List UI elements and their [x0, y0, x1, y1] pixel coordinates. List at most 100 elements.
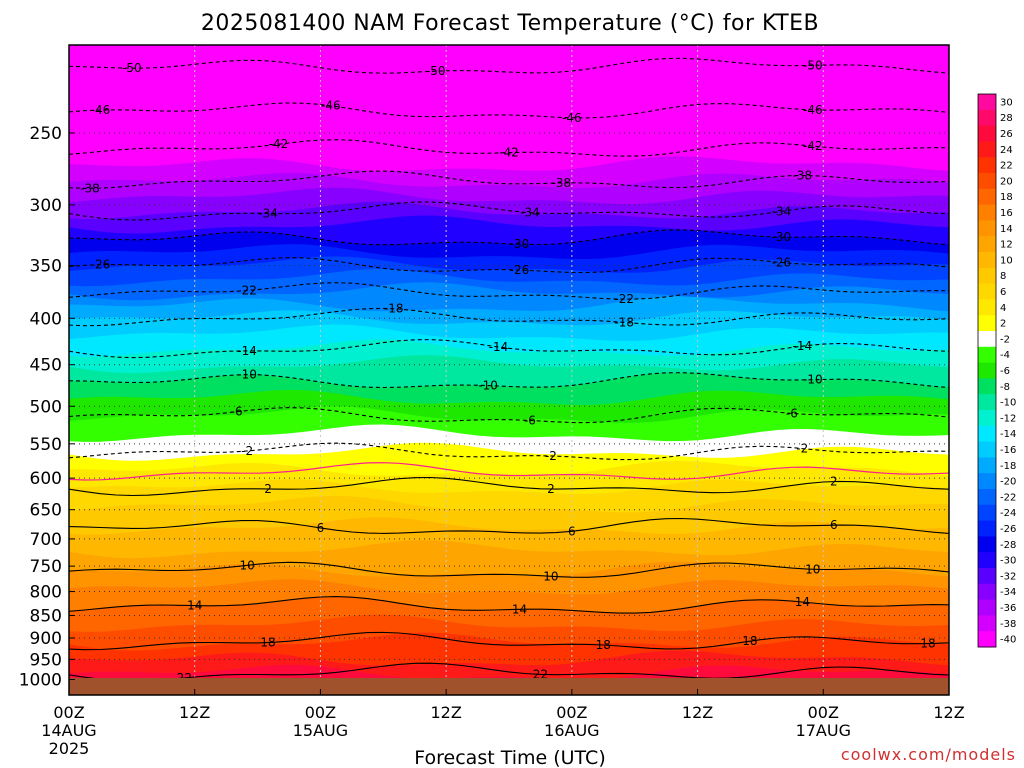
colorbar-label: -4	[1000, 350, 1010, 361]
contour-label: 2	[264, 482, 272, 496]
colorbar-label: 14	[1000, 224, 1013, 235]
colorbar-label: -16	[1000, 445, 1016, 456]
temperature-bands	[69, 45, 949, 695]
colorbar-label: -26	[1000, 524, 1016, 535]
contour-line	[69, 307, 949, 327]
year-tick-label: 2025	[49, 739, 90, 758]
colorbar-label: 30	[1000, 97, 1013, 108]
contour-line	[69, 229, 949, 246]
colorbar-swatch	[978, 188, 996, 206]
contour-label: 14	[187, 599, 202, 613]
contour-label: 18	[596, 638, 611, 652]
contour-label: 2	[547, 482, 555, 496]
date-tick-label: 16AUG	[544, 721, 599, 740]
contour-label: 14	[512, 602, 527, 616]
contour-label: -14	[793, 339, 813, 353]
contour-label: 10	[543, 569, 558, 583]
colorbar-label: -6	[1000, 366, 1010, 377]
contour-label: 6	[317, 521, 325, 535]
plot-frame	[68, 44, 950, 696]
time-tick-label: 00Z	[53, 703, 84, 722]
colorbar-label: -24	[1000, 508, 1016, 519]
chart-title: 2025081400 NAM Forecast Temperature (°C)…	[201, 11, 819, 36]
colorbar-swatch	[978, 331, 996, 348]
colorbar-swatch	[978, 378, 996, 395]
pressure-tick-label: 650	[30, 501, 62, 521]
contour-label: 22	[533, 667, 548, 681]
colorbar-swatch	[978, 615, 996, 632]
colorbar-swatch	[978, 157, 996, 174]
colorbar-swatch	[978, 346, 996, 364]
contour-line	[69, 442, 949, 461]
contour-line	[69, 407, 949, 424]
contour-label: -42	[499, 146, 519, 160]
colorbar-label: -14	[1000, 429, 1016, 440]
contour-label: -6	[786, 406, 798, 420]
colorbar-label: 8	[1000, 271, 1006, 282]
contour-label: -2	[241, 444, 253, 458]
colorbar-swatch	[978, 283, 996, 300]
pressure-tick-label: 900	[30, 629, 62, 649]
contour-label: 18	[742, 634, 757, 648]
contour-label: 2	[830, 475, 838, 489]
colorbar-frame	[977, 93, 997, 648]
contour-label: 14	[795, 595, 810, 609]
credit-text[interactable]: coolwx.com/models	[841, 745, 1016, 764]
contour-label: 6	[830, 518, 838, 532]
contour-label: -6	[231, 405, 243, 419]
colorbar-label: -28	[1000, 540, 1016, 551]
contour-label: -50	[803, 58, 823, 72]
contour-label: -10	[237, 368, 257, 382]
colorbar-swatch	[978, 425, 996, 443]
colorbar-swatch	[978, 267, 996, 285]
colorbar: 30 28 26 24 22 20 18 16 14 12 10 8 6 4 2 -2 -4 -6 -8 -10 -12…	[977, 93, 1016, 648]
pressure-tick-label: 800	[30, 583, 62, 603]
contour-label: -2	[796, 442, 808, 456]
date-tick-label: 17AUG	[796, 721, 851, 740]
colorbar-label: 2	[1000, 319, 1006, 330]
colorbar-swatch	[978, 362, 996, 379]
colorbar-label: -18	[1000, 461, 1016, 472]
contour-label: -22	[614, 292, 634, 306]
contour-label: -14	[489, 340, 509, 354]
contour-label: -46	[803, 103, 823, 117]
contour-label: -38	[552, 176, 572, 190]
freezing-line	[69, 462, 949, 481]
pressure-tick-label: 300	[30, 196, 62, 216]
contour-line	[69, 282, 949, 300]
colorbar-swatch	[978, 410, 996, 427]
contour-line	[69, 102, 949, 119]
contour-line	[69, 372, 949, 389]
pressure-tick-label: 600	[30, 469, 62, 489]
colorbar-swatch	[978, 315, 996, 332]
colorbar-swatch	[978, 631, 996, 648]
pressure-tick-label: 1000	[19, 671, 62, 691]
contour-label: -6	[524, 413, 536, 427]
contour-label: -34	[772, 204, 792, 218]
time-tick-label: 00Z	[556, 703, 587, 722]
colorbar-swatch	[978, 220, 996, 237]
contour-label: -30	[772, 230, 792, 244]
colorbar-swatch	[978, 520, 996, 537]
colorbar-swatch	[978, 252, 996, 269]
contour-label: -10	[478, 379, 498, 393]
colorbar-label: -12	[1000, 413, 1016, 424]
time-tick-label: 12Z	[179, 703, 210, 722]
colorbar-label: -10	[1000, 398, 1016, 409]
contour-label: 10	[805, 562, 820, 576]
contour-label: -50	[426, 64, 446, 78]
colorbar-swatch	[978, 204, 996, 221]
contour-label: -18	[614, 315, 634, 329]
colorbar-swatch	[978, 504, 996, 522]
colorbar-label: -34	[1000, 587, 1016, 598]
colorbar-label: -22	[1000, 492, 1016, 503]
contour-line	[69, 339, 949, 359]
contour-line	[69, 517, 949, 534]
colorbar-swatch	[978, 552, 996, 569]
pressure-tick-label: 750	[30, 557, 62, 577]
ground-bar	[69, 678, 949, 695]
colorbar-label: 4	[1000, 303, 1006, 314]
contour-line	[69, 170, 949, 189]
colorbar-label: -40	[1000, 635, 1016, 646]
